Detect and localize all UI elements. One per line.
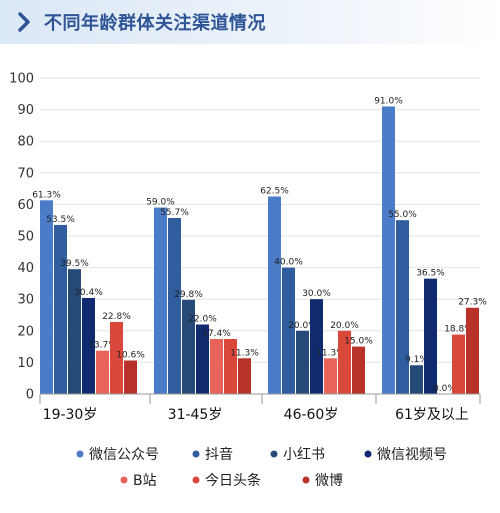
bar: [168, 217, 181, 394]
data-label: 91.0%: [374, 96, 403, 106]
bar: [196, 324, 209, 394]
y-tick-label: 0: [26, 388, 34, 403]
bar: [282, 267, 295, 394]
y-tick-label: 30: [17, 293, 34, 308]
y-tick-label: 40: [17, 261, 34, 276]
x-tick-label: 19-30岁: [43, 407, 98, 423]
legend-item: 微博: [315, 472, 343, 489]
data-label: 29.8%: [174, 290, 203, 300]
bar: [224, 339, 237, 394]
chevron-right-icon: [18, 12, 30, 32]
bar: [268, 196, 281, 394]
data-label: 62.5%: [260, 187, 289, 197]
bar: [124, 360, 137, 394]
legend-item: 小红书: [283, 447, 325, 463]
bar: [466, 307, 479, 394]
bar: [424, 278, 437, 394]
data-label: 36.5%: [416, 269, 445, 279]
bar: [210, 339, 223, 394]
bar: [154, 207, 167, 394]
bar: [54, 224, 67, 394]
data-label: 20.0%: [288, 321, 317, 331]
bar: [352, 346, 365, 394]
bar: [296, 330, 309, 394]
bar: [68, 269, 81, 394]
legend-marker: [364, 450, 372, 458]
bar: [410, 365, 423, 394]
legend-marker: [270, 450, 278, 458]
data-label: 59.0%: [146, 198, 175, 208]
legend-item: 微信视频号: [377, 447, 447, 463]
data-label: 17.4%: [202, 329, 231, 339]
legend-item: 今日头条: [205, 472, 261, 489]
bar: [82, 297, 95, 394]
x-tick-label: 31-45岁: [168, 407, 223, 423]
bar: [96, 350, 109, 394]
legend-marker: [192, 450, 200, 458]
data-label: 0.0%: [433, 384, 456, 394]
legend-marker: [192, 476, 200, 484]
data-label: 40.0%: [274, 258, 303, 268]
data-label: 13.7%: [88, 341, 117, 351]
chart-title: 不同年龄群体关注渠道情况: [44, 13, 266, 34]
data-label: 22.8%: [102, 312, 131, 322]
bar: [182, 299, 195, 394]
data-label: 10.6%: [116, 351, 145, 361]
bar: [110, 321, 123, 394]
bar: [40, 200, 53, 394]
data-label: 39.5%: [60, 259, 89, 269]
data-label: 30.4%: [74, 288, 103, 298]
y-tick-label: 90: [17, 103, 34, 118]
bar: [452, 334, 465, 394]
data-label: 11.3%: [230, 348, 259, 358]
data-label: 9.1%: [405, 355, 428, 365]
data-label: 20.0%: [330, 321, 359, 331]
y-tick-label: 70: [17, 166, 34, 181]
legend-marker: [76, 450, 84, 458]
data-label: 22.0%: [188, 314, 217, 324]
data-label: 15.0%: [344, 337, 373, 347]
bar: [338, 330, 351, 394]
bar: [396, 220, 409, 394]
bar: [310, 299, 323, 394]
legend-item: 抖音: [205, 446, 233, 463]
y-tick-label: 20: [17, 324, 34, 339]
y-tick-label: 60: [17, 198, 34, 213]
data-label: 55.0%: [388, 210, 417, 220]
legend-marker: [302, 476, 310, 484]
x-tick-label: 46-60岁: [284, 407, 339, 423]
bar: [238, 358, 251, 394]
legend-item: B站: [133, 473, 157, 489]
title-banner: 不同年龄群体关注渠道情况: [0, 0, 500, 44]
legend-item: 微信公众号: [89, 447, 159, 463]
y-tick-label: 50: [17, 230, 34, 245]
data-label: 55.7%: [160, 208, 189, 218]
y-tick-label: 100: [9, 72, 34, 87]
y-tick-label: 10: [17, 356, 34, 371]
bar: [324, 358, 337, 394]
data-label: 30.0%: [302, 289, 331, 299]
data-label: 61.3%: [32, 190, 61, 200]
legend-marker: [120, 476, 128, 484]
data-label: 27.3%: [458, 298, 487, 308]
x-tick-label: 61岁及以上: [395, 407, 469, 423]
y-tick-label: 80: [17, 135, 34, 150]
bar: [382, 106, 395, 394]
data-label: 11.3%: [316, 348, 345, 358]
data-label: 53.5%: [46, 215, 75, 225]
data-label: 18.8%: [444, 325, 473, 335]
